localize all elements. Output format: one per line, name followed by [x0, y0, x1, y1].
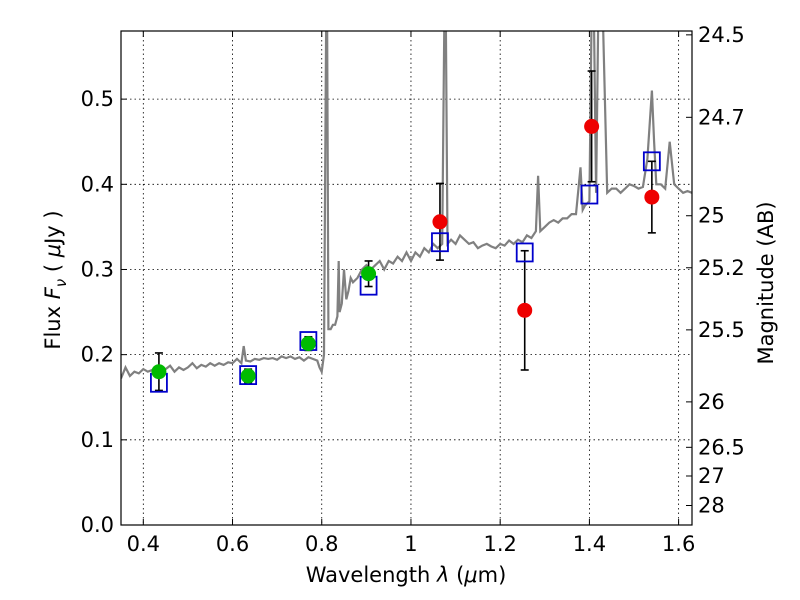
magnitude-tick-label-0: 24.5 [698, 23, 745, 47]
x-tick-label-5: 1.4 [573, 532, 606, 556]
red-point-1 [517, 302, 533, 318]
y-ticks: 0.0 0.1 0.2 0.3 0.4 0.5 [81, 87, 127, 537]
magnitude-tick-label-6: 26.5 [698, 435, 745, 459]
spectrum-line [121, 31, 692, 379]
model-box-5 [515, 242, 534, 263]
magnitude-axis-title: Magnitude (AB) [754, 201, 778, 364]
y-axis-title: Flux Fν ( μJy ) [41, 210, 70, 349]
model-box-7 [642, 151, 661, 172]
errorbars [154, 70, 656, 392]
magnitude-tick-label-2: 25 [698, 204, 725, 228]
green-point-2 [300, 336, 316, 352]
spectrum-layer [121, 31, 692, 379]
magnitude-ticks: 24.5 24.7 25 25.2 25.5 26 26.5 27 28 [686, 23, 745, 517]
magnitude-tick-label-5: 26 [698, 390, 725, 414]
x-ticks: 0.4 0.6 0.8 1 1.2 1.4 1.6 [127, 31, 695, 556]
green-point-3 [361, 266, 377, 282]
green-point-0 [151, 364, 167, 380]
x-tick-label-3: 1 [404, 532, 417, 556]
plot-frame [120, 30, 693, 526]
model-box-4 [431, 232, 449, 253]
x-axis-title: Wavelength λ (μm) [306, 563, 507, 587]
model-points [150, 151, 661, 393]
x-tick-label-2: 0.8 [305, 532, 338, 556]
magnitude-tick-label-7: 27 [698, 464, 725, 488]
grid [121, 31, 692, 526]
magnitude-tick-label-4: 25.5 [698, 318, 745, 342]
model-box-6 [580, 184, 599, 205]
x-tick-label-4: 1.2 [483, 532, 516, 556]
y-tick-label-1: 0.1 [81, 428, 114, 452]
green-point-1 [240, 368, 256, 384]
x-tick-label-6: 1.6 [662, 532, 695, 556]
magnitude-tick-label-8: 28 [698, 493, 725, 517]
red-point-2 [584, 118, 600, 134]
magnitude-tick-label-3: 25.2 [698, 256, 745, 280]
observed-points [151, 118, 660, 384]
x-tick-label-0: 0.4 [127, 532, 160, 556]
y-tick-label-2: 0.2 [81, 343, 114, 367]
model-box-1 [239, 365, 258, 385]
y-tick-label-4: 0.4 [81, 172, 114, 196]
x-tick-label-1: 0.6 [216, 532, 249, 556]
y-tick-label-3: 0.3 [81, 257, 114, 281]
magnitude-tick-label-1: 24.7 [698, 105, 745, 129]
y-tick-label-0: 0.0 [81, 513, 114, 537]
red-point-0 [432, 214, 448, 230]
y-tick-label-5: 0.5 [81, 87, 114, 111]
red-point-3 [644, 189, 660, 205]
